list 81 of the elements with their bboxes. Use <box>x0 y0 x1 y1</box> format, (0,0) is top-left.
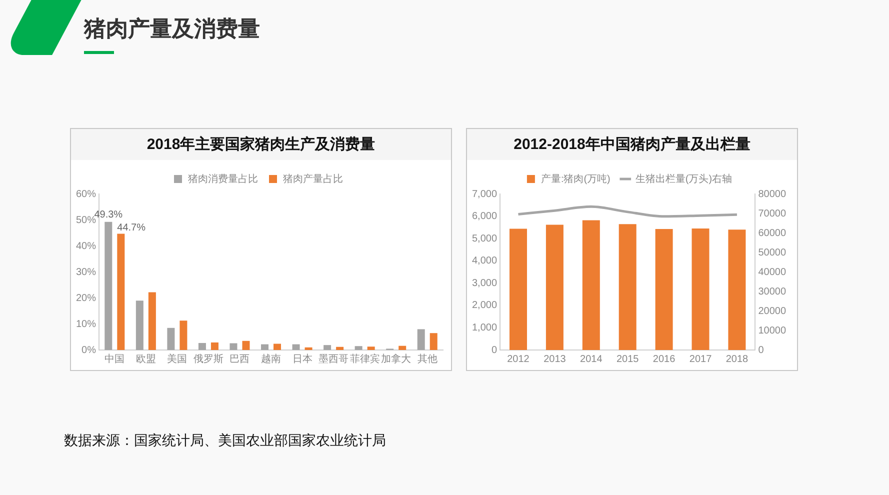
legend-label: 产量:猪肉(万吨) <box>540 172 610 185</box>
x-tick-label: 2017 <box>689 354 712 365</box>
y-tick-label: 7,000 <box>472 188 498 200</box>
bar <box>728 230 746 350</box>
bar <box>582 220 600 350</box>
y-tick-label: 4,000 <box>472 256 498 267</box>
bar <box>198 342 206 350</box>
bar <box>167 328 175 350</box>
y2-tick-label: 60000 <box>758 228 786 239</box>
bar <box>336 346 344 350</box>
legend-label: 猪肉产量占比 <box>283 172 343 185</box>
data-label: 44.7% <box>117 222 146 234</box>
x-tick-label: 其他 <box>417 352 438 365</box>
legend-label: 生猪出栏量(万头)右轴 <box>635 172 732 185</box>
y-tick-label: 1,000 <box>472 322 498 334</box>
y-tick-label: 10% <box>76 318 96 330</box>
y-tick-label: 0% <box>82 344 96 356</box>
x-tick-label: 中国 <box>104 352 125 365</box>
y-tick-label: 20% <box>76 292 96 304</box>
bar <box>180 320 188 350</box>
y-tick-label: 30% <box>76 266 96 278</box>
y2-tick-label: 80000 <box>758 188 786 200</box>
x-tick-label: 俄罗斯 <box>193 352 224 365</box>
y2-tick-label: 10000 <box>758 325 786 336</box>
chart-title: 2018年主要国家猪肉生产及消费量 <box>71 129 451 160</box>
y2-tick-label: 50000 <box>758 247 786 258</box>
bar <box>274 344 282 350</box>
y-tick-label: 40% <box>76 240 96 252</box>
bar <box>692 228 710 350</box>
bar <box>546 224 564 350</box>
bar <box>430 333 438 350</box>
x-tick-label: 2015 <box>616 354 640 365</box>
x-tick-label: 菲律宾 <box>350 352 380 365</box>
bar <box>148 292 156 350</box>
y-tick-label: 2,000 <box>472 300 498 312</box>
bar <box>618 224 636 350</box>
bar <box>292 344 300 350</box>
y-tick-label: 0 <box>491 344 498 356</box>
bar <box>510 228 527 350</box>
y-tick-label: 50% <box>76 214 96 226</box>
bar <box>117 234 125 350</box>
bar <box>367 346 375 350</box>
y2-tick-label: 70000 <box>758 208 786 220</box>
bar <box>230 343 238 350</box>
y-tick-label: 60% <box>76 188 96 200</box>
bar <box>261 344 269 350</box>
source-note: 数据来源：国家统计局、美国农业部国家农业统计局 <box>64 432 386 450</box>
x-tick-label: 2013 <box>544 354 566 365</box>
bar <box>304 347 312 350</box>
x-tick-label: 日本 <box>292 352 312 365</box>
y-tick-label: 3,000 <box>472 278 498 289</box>
bar <box>354 346 362 350</box>
x-tick-label: 越南 <box>261 352 282 365</box>
chart-title: 2012-2018年中国猪肉产量及出栏量 <box>467 129 797 160</box>
bar <box>242 340 250 350</box>
line-series <box>517 205 738 218</box>
text: 猪肉产量及消费量 <box>84 15 260 43</box>
x-tick-label: 墨西哥 <box>318 354 349 365</box>
x-tick-label: 欧盟 <box>136 352 156 365</box>
data-label: 49.3% <box>94 210 123 221</box>
x-tick-label: 巴西 <box>230 354 250 365</box>
x-tick-label: 美国 <box>167 352 188 365</box>
bar <box>417 329 425 350</box>
y2-tick-label: 40000 <box>758 266 786 278</box>
legend-label: 猪肉消费量占比 <box>188 172 258 185</box>
bar <box>324 345 332 350</box>
x-tick-label: 2018 <box>726 354 749 365</box>
bar <box>655 228 673 350</box>
y2-tick-label: 0 <box>758 344 764 356</box>
bar <box>398 346 406 350</box>
x-tick-label: 2012 <box>507 354 530 365</box>
bar <box>136 300 144 350</box>
y2-tick-label: 20000 <box>758 306 786 317</box>
x-tick-label: 2016 <box>652 354 676 365</box>
y2-tick-label: 30000 <box>758 286 786 298</box>
y-tick-label: 5,000 <box>472 233 498 244</box>
bar <box>104 222 112 350</box>
x-tick-label: 加拿大 <box>381 352 412 365</box>
bar <box>210 342 218 350</box>
y-tick-label: 6,000 <box>472 211 498 222</box>
x-tick-label: 2014 <box>580 354 603 365</box>
